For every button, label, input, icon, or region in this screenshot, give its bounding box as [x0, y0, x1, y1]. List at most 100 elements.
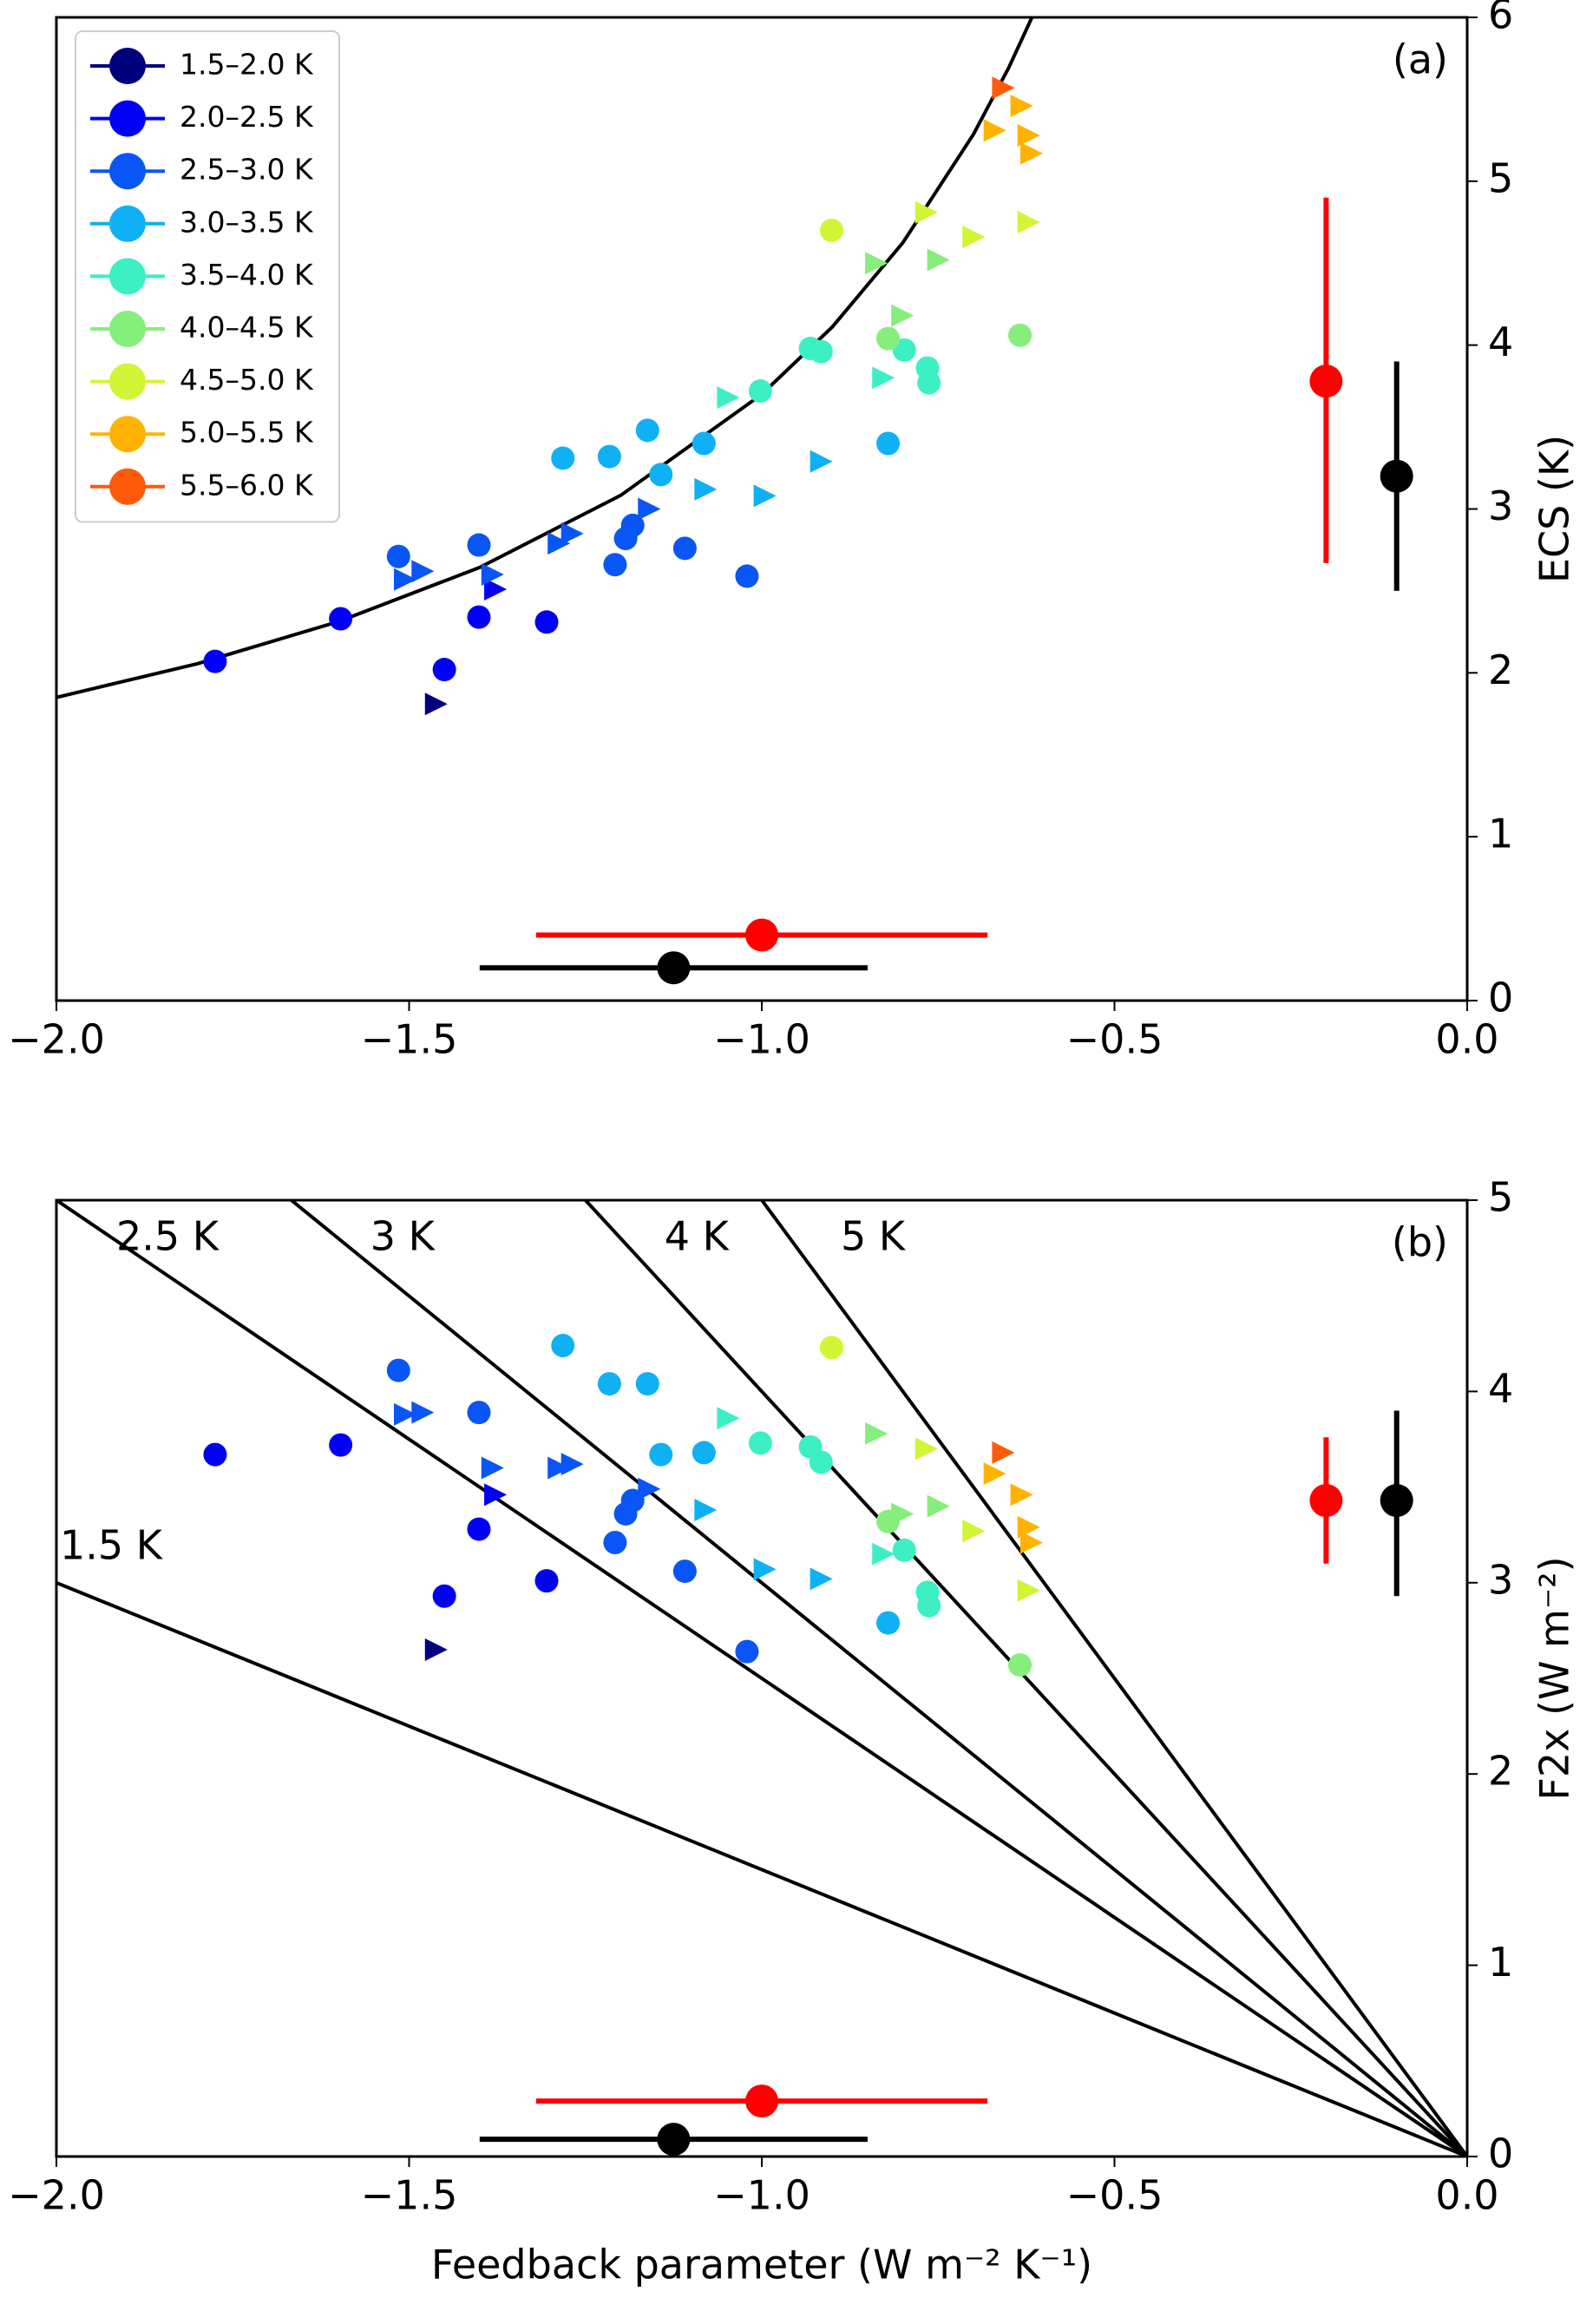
point	[432, 658, 456, 682]
point	[892, 338, 916, 362]
point	[1010, 1483, 1033, 1507]
y-tick-label: 0	[1488, 2130, 1513, 2177]
point	[876, 1611, 901, 1635]
y-tick-label: 1	[1488, 1939, 1513, 1986]
error-center	[1380, 1484, 1413, 1518]
point	[1019, 141, 1043, 165]
point	[603, 1531, 627, 1555]
point	[1008, 323, 1032, 347]
legend-box	[75, 30, 340, 523]
error-center	[1309, 1484, 1343, 1518]
point	[329, 607, 353, 631]
point	[917, 371, 941, 395]
x-tick-label: 0.0	[1435, 1016, 1498, 1063]
y-tick-label: 5	[1488, 1174, 1513, 1221]
point	[649, 463, 673, 487]
x-tick-label: −0.5	[1066, 2172, 1164, 2219]
y-tick-label: 3	[1488, 1556, 1513, 1603]
point	[914, 1437, 938, 1461]
point	[672, 1559, 697, 1584]
panel: −2.0 −1.5 −1.0 −0.5 0.00 1 2 3 4 5 F2x (W m⁻²) Feed…	[8, 1174, 1577, 2288]
x-tick-label: −1.0	[713, 2172, 810, 2219]
point	[892, 1538, 916, 1562]
point	[753, 1558, 777, 1581]
error-center	[657, 951, 691, 985]
point	[748, 379, 772, 404]
x-tick-label: −0.5	[1066, 1016, 1164, 1063]
legend-marker	[109, 416, 146, 453]
legend-label: 3.0–3.5 K	[180, 205, 314, 239]
line-label: 2.5 K	[116, 1213, 220, 1260]
error-center	[1309, 364, 1343, 398]
point	[551, 1334, 575, 1358]
legend-marker	[109, 258, 146, 295]
point	[983, 1462, 1006, 1486]
panel-label: (a)	[1393, 36, 1448, 83]
point	[692, 1441, 716, 1465]
point	[467, 605, 491, 629]
error-center	[1380, 459, 1413, 493]
point	[386, 1358, 410, 1382]
x-tick-label: −1.0	[713, 1016, 810, 1063]
point	[962, 226, 986, 249]
x-tick-label: 0.0	[1435, 2172, 1498, 2219]
point	[560, 522, 584, 545]
y-tick-label: 1	[1488, 811, 1513, 857]
point	[597, 444, 621, 469]
line-label: 5 K	[841, 1213, 907, 1260]
point	[467, 1517, 491, 1541]
point	[927, 248, 950, 272]
y-tick-label: 4	[1488, 318, 1513, 365]
legend-label: 2.0–2.5 K	[180, 100, 314, 134]
point	[914, 200, 938, 224]
point	[547, 1456, 571, 1480]
point	[424, 1638, 448, 1661]
point	[876, 326, 901, 351]
legend-label: 5.0–5.5 K	[180, 416, 314, 450]
x-tick-label: −2.0	[8, 2172, 105, 2219]
point	[467, 1401, 491, 1425]
point	[393, 1402, 416, 1426]
reference-line	[56, 1200, 1467, 2157]
point	[597, 1372, 621, 1396]
error-center	[657, 2123, 691, 2157]
point	[891, 1502, 914, 1526]
legend-label: 5.5–6.0 K	[180, 468, 314, 502]
legend-marker	[109, 153, 146, 190]
legend-marker	[109, 205, 146, 242]
point	[694, 477, 718, 501]
point	[872, 366, 895, 390]
point	[810, 1567, 833, 1591]
reference-line	[760, 1200, 1467, 2157]
point	[635, 1372, 659, 1396]
x-tick-label: −1.5	[361, 1016, 458, 1063]
line-label: 3 K	[370, 1213, 436, 1260]
y-tick-label: 0	[1488, 975, 1513, 1021]
point	[411, 560, 435, 583]
point	[927, 1494, 950, 1518]
point	[467, 533, 491, 557]
point	[203, 1442, 227, 1467]
point	[411, 1401, 435, 1424]
reference-line	[584, 1200, 1467, 2157]
point	[386, 544, 410, 568]
y-axis-label: ECS (K)	[1531, 435, 1578, 583]
point	[1019, 1531, 1043, 1554]
point	[694, 1499, 718, 1522]
point	[717, 1407, 740, 1430]
point	[717, 386, 740, 410]
point	[1017, 1579, 1040, 1602]
legend-marker	[109, 311, 146, 347]
point	[962, 1520, 986, 1543]
y-tick-label: 5	[1488, 154, 1513, 201]
y-axis-label: F2x (W m⁻²)	[1531, 1556, 1578, 1800]
point	[560, 1453, 584, 1476]
point	[393, 568, 416, 591]
point	[534, 610, 559, 634]
point	[810, 450, 833, 473]
legend-label: 3.5–4.0 K	[180, 258, 314, 292]
point	[1010, 94, 1033, 117]
point	[638, 497, 661, 521]
point	[917, 1593, 941, 1618]
panel-label: (b)	[1392, 1219, 1448, 1266]
